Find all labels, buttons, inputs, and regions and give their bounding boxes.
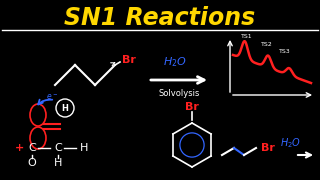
Text: $H_2O$: $H_2O$	[280, 136, 302, 150]
Text: Br: Br	[185, 102, 199, 112]
Text: +: +	[15, 143, 25, 153]
Text: TS1: TS1	[241, 33, 253, 39]
Text: $e^-$: $e^-$	[46, 92, 58, 102]
Text: H: H	[61, 103, 68, 112]
Text: O: O	[28, 158, 36, 168]
Text: Solvolysis: Solvolysis	[158, 89, 200, 98]
Text: $H_2O$: $H_2O$	[163, 55, 187, 69]
Text: Br: Br	[261, 143, 275, 153]
Text: C: C	[28, 143, 36, 153]
Text: TS2: TS2	[261, 42, 273, 46]
Text: TS3: TS3	[279, 48, 291, 53]
Text: H: H	[54, 158, 62, 168]
Text: Br: Br	[122, 55, 136, 65]
Text: SN1 Reactions: SN1 Reactions	[64, 6, 256, 30]
Text: H: H	[80, 143, 88, 153]
Text: C: C	[54, 143, 62, 153]
